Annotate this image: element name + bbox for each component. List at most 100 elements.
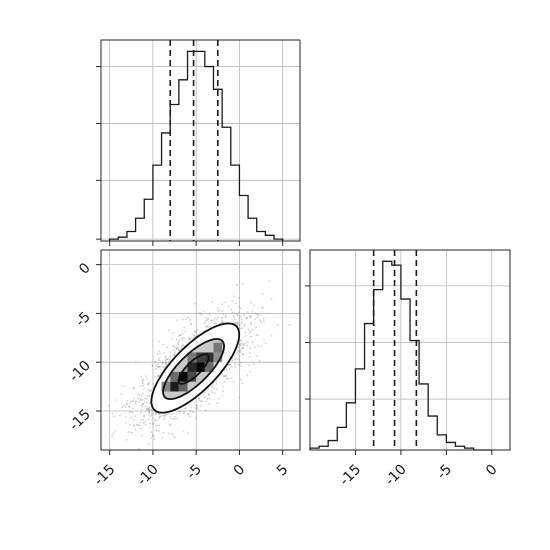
scatter-point bbox=[128, 423, 131, 426]
x-tick-label: 0 bbox=[231, 462, 249, 480]
scatter-point bbox=[268, 280, 271, 283]
scatter-point bbox=[128, 405, 131, 408]
scatter-point bbox=[147, 407, 150, 410]
scatter-point bbox=[145, 405, 147, 408]
scatter-point bbox=[196, 404, 198, 407]
scatter-point bbox=[120, 393, 123, 396]
scatter-point bbox=[241, 327, 244, 329]
scatter-point bbox=[190, 322, 193, 325]
scatter-point bbox=[141, 399, 144, 401]
x-tick-label: -5 bbox=[434, 462, 455, 483]
scatter-point bbox=[203, 391, 206, 394]
scatter-point bbox=[154, 418, 157, 421]
scatter-point bbox=[236, 322, 239, 325]
scatter-point bbox=[210, 389, 212, 392]
scatter-point bbox=[241, 347, 244, 350]
scatter-point bbox=[183, 336, 185, 339]
scatter-point bbox=[215, 380, 218, 383]
scatter-point bbox=[174, 351, 177, 354]
scatter-point bbox=[221, 394, 224, 397]
scatter-point bbox=[107, 404, 110, 407]
scatter-point bbox=[150, 431, 152, 434]
scatter-point bbox=[146, 394, 149, 397]
scatter-point bbox=[154, 364, 157, 367]
scatter-point bbox=[169, 351, 172, 354]
scatter-point bbox=[250, 315, 253, 318]
scatter-point bbox=[147, 389, 149, 392]
scatter-point bbox=[184, 330, 187, 333]
scatter-point bbox=[246, 311, 249, 313]
scatter-point bbox=[167, 358, 170, 361]
scatter-point bbox=[151, 423, 154, 426]
scatter-point bbox=[225, 374, 228, 377]
scatter-point bbox=[140, 404, 143, 407]
scatter-point bbox=[149, 390, 152, 392]
scatter-point bbox=[176, 319, 179, 322]
scatter-point bbox=[231, 359, 234, 362]
scatter-point bbox=[250, 301, 252, 304]
scatter-point bbox=[239, 343, 241, 346]
axes-frame bbox=[100, 249, 301, 451]
scatter-point bbox=[174, 415, 176, 418]
scatter-point bbox=[134, 402, 137, 405]
scatter-point bbox=[244, 341, 247, 344]
scatter-point bbox=[163, 352, 166, 355]
scatter-point bbox=[237, 296, 240, 299]
scatter-point bbox=[230, 377, 233, 379]
scatter-point bbox=[154, 412, 157, 414]
scatter-point bbox=[158, 424, 161, 427]
scatter-point bbox=[158, 417, 160, 420]
y-tick-label: 0 bbox=[76, 260, 94, 278]
scatter-point bbox=[158, 413, 161, 415]
scatter-point bbox=[125, 416, 127, 419]
scatter-point bbox=[137, 401, 140, 403]
scatter-point bbox=[261, 307, 264, 309]
scatter-point bbox=[188, 338, 191, 341]
scatter-point bbox=[204, 409, 207, 412]
scatter-point bbox=[261, 306, 264, 308]
scatter-point bbox=[179, 334, 182, 337]
scatter-point bbox=[137, 393, 140, 396]
x-tick-label: -10 bbox=[382, 462, 409, 489]
scatter-point bbox=[264, 342, 267, 345]
scatter-point bbox=[142, 421, 145, 424]
scatter-point bbox=[159, 365, 161, 368]
scatter-point bbox=[161, 361, 164, 364]
x-tick-label: -15 bbox=[337, 462, 364, 489]
scatter-point bbox=[247, 328, 250, 331]
scatter-point bbox=[182, 318, 184, 321]
scatter-point bbox=[128, 411, 131, 414]
scatter-point bbox=[248, 332, 251, 334]
scatter-point bbox=[198, 312, 201, 315]
scatter-point bbox=[235, 312, 238, 315]
scatter-point bbox=[210, 319, 213, 322]
scatter-point bbox=[232, 314, 235, 317]
scatter-point bbox=[193, 334, 196, 337]
scatter-point bbox=[144, 423, 147, 426]
scatter-point bbox=[218, 397, 220, 400]
scatter-point bbox=[146, 408, 149, 411]
scatter-point bbox=[216, 307, 219, 310]
scatter-point bbox=[237, 346, 240, 349]
heatmap-cell bbox=[187, 362, 197, 372]
scatter-point bbox=[224, 315, 227, 317]
scatter-point bbox=[124, 406, 127, 408]
scatter-point bbox=[260, 345, 262, 348]
scatter-point bbox=[157, 358, 160, 361]
scatter-point bbox=[221, 319, 224, 322]
scatter-point bbox=[242, 353, 245, 356]
scatter-point bbox=[240, 315, 242, 318]
scatter-point bbox=[235, 352, 238, 355]
scatter-point bbox=[195, 406, 198, 409]
scatter-point bbox=[171, 432, 174, 435]
scatter-point bbox=[129, 410, 131, 413]
scatter-point bbox=[131, 407, 134, 410]
scatter-point bbox=[200, 313, 203, 316]
scatter-point bbox=[202, 310, 205, 313]
scatter-point bbox=[175, 347, 178, 350]
scatter-point bbox=[234, 365, 237, 368]
scatter-point bbox=[257, 344, 260, 347]
scatter-point bbox=[155, 429, 158, 432]
scatter-point bbox=[239, 342, 242, 345]
